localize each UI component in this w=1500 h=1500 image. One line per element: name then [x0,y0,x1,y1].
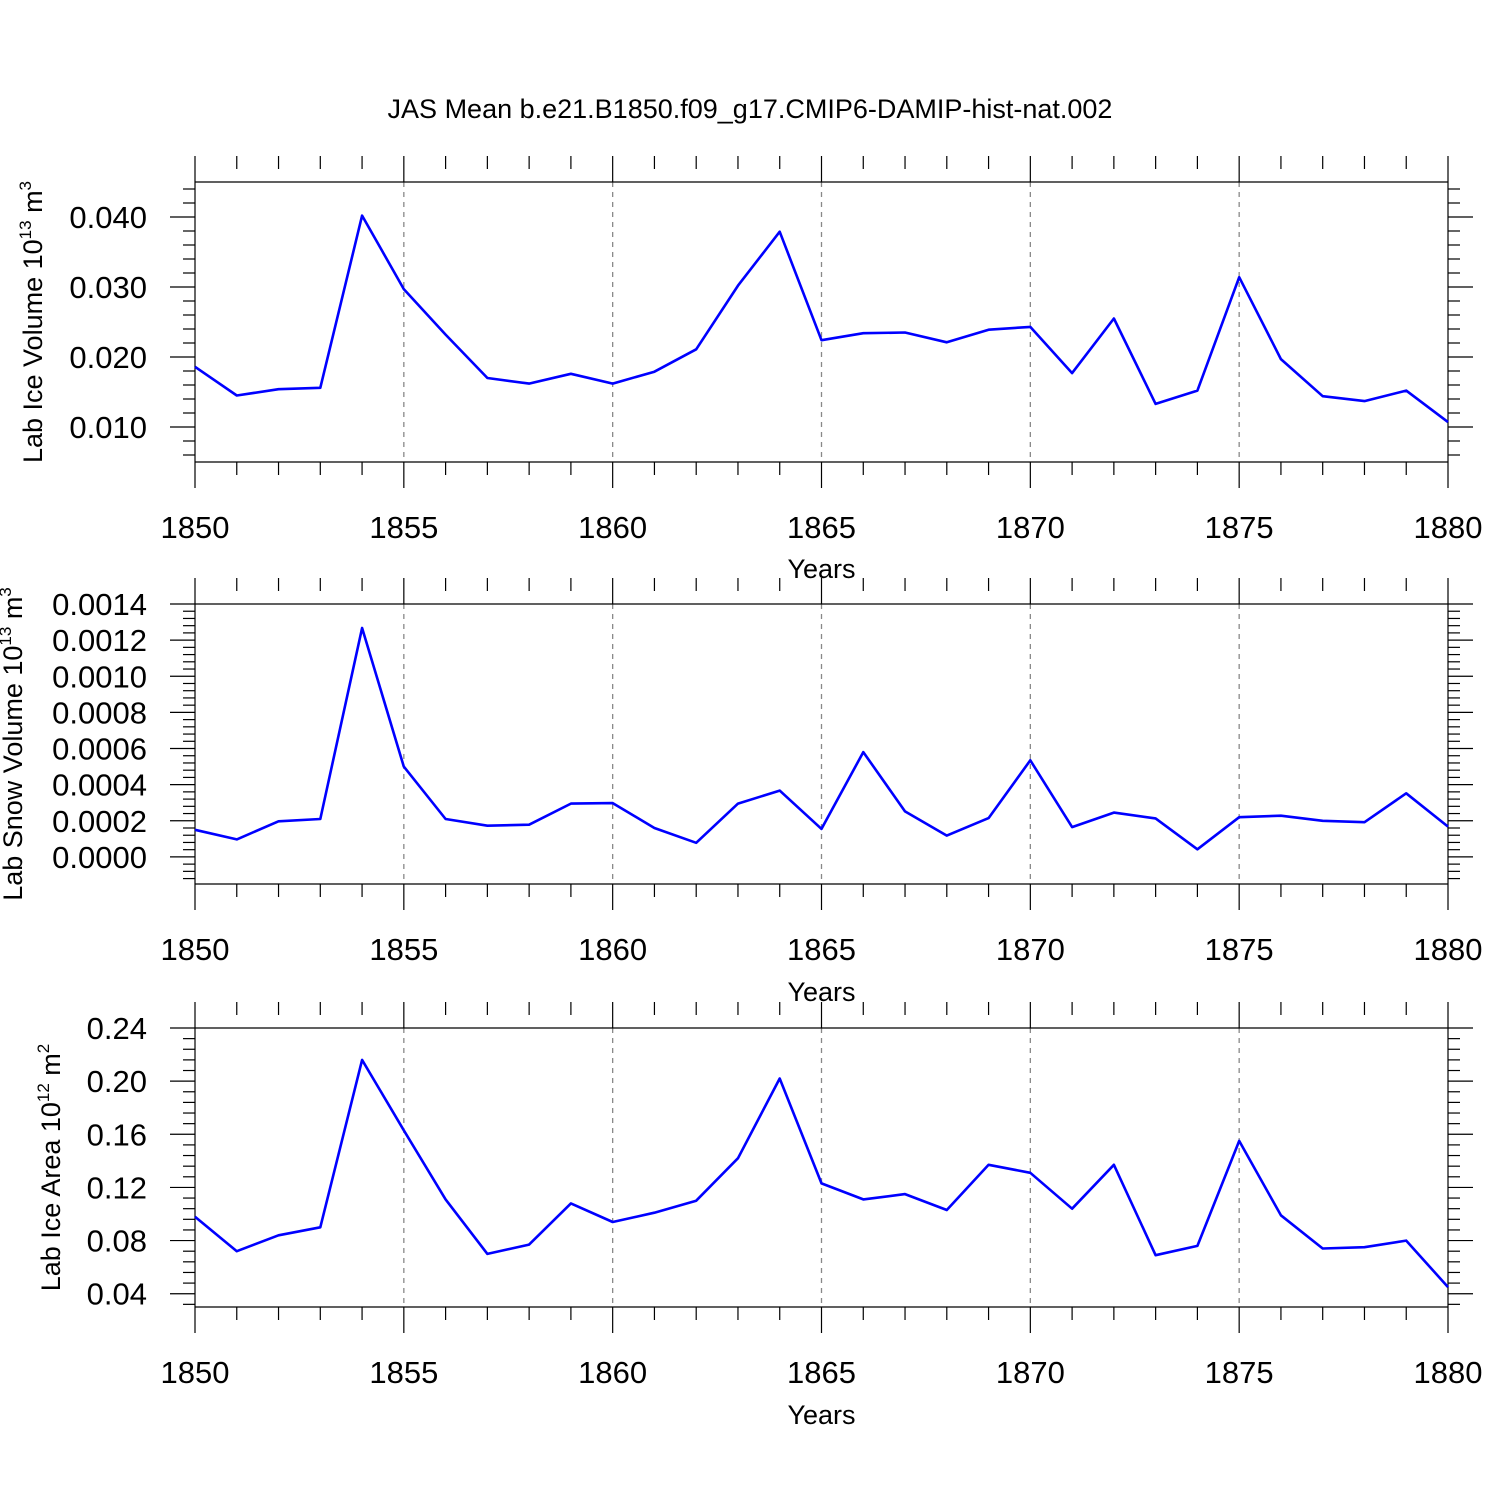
y-axis-title: Lab Snow Volume 1013 m3 [0,587,28,901]
x-tick-label: 1880 [1414,1355,1483,1390]
series-line-3 [194,1058,1449,1288]
y-tick-label: 0.0000 [52,840,147,875]
x-tick-label: 1860 [578,932,647,967]
y-axis-title-text: Lab Ice Volume 10 [18,239,48,463]
y-axis-title-text: Lab Snow Volume 10 [0,646,28,901]
x-tick-label: 1860 [578,510,647,545]
x-tick-label: 1860 [578,1355,647,1390]
y-tick-label: 0.010 [69,410,147,445]
panel-2: 1850 1855 1860 1865 1870 1875 1880Years0.00000… [0,578,1482,1007]
y-axis-title-unit-exponent: 3 [16,181,35,190]
x-tick-label: 1855 [369,932,438,967]
panel-1: 1850 1855 1860 1865 1870 1875 1880Years0.0100.… [16,156,1482,584]
y-tick-label: 0.0008 [52,695,147,730]
y-tick-label: 0.040 [69,200,147,235]
y-tick-label: 0.24 [87,1011,147,1046]
y-tick-label: 0.0010 [52,659,147,694]
x-tick-label: 1880 [1414,510,1483,545]
x-tick-label: 1875 [1205,510,1274,545]
y-tick-label: 0.20 [87,1064,147,1099]
x-tick-label: 1855 [369,1355,438,1390]
series-line-1 [194,214,1449,424]
y-axis-title-unit-exponent: 3 [0,587,15,596]
y-tick-label: 0.030 [69,270,147,305]
x-tick-label: 1865 [787,510,856,545]
x-tick-label: 1870 [996,510,1065,545]
x-tick-label: 1865 [787,1355,856,1390]
y-axis-title-unit: m [18,190,48,220]
y-tick-label: 0.0002 [52,804,147,839]
x-tick-label: 1850 [161,932,230,967]
x-tick-label: 1850 [161,1355,230,1390]
y-axis-title: Lab Ice Area 1012 m2 [34,1044,66,1292]
y-axis-title-exponent: 13 [0,627,15,646]
y-tick-label: 0.0012 [52,623,147,658]
x-tick-label: 1870 [996,1355,1065,1390]
y-axis-title-unit-exponent: 2 [34,1044,53,1053]
x-tick-label: 1865 [787,932,856,967]
x-tick-label: 1850 [161,510,230,545]
y-axis-title-exponent: 13 [16,220,35,239]
x-axis-title: Years [787,1400,855,1430]
y-tick-label: 0.0014 [52,587,147,622]
panels: 1850 1855 1860 1865 1870 1875 1880 Years 0.010 0.… [0,156,1482,1430]
y-axis-title: Lab Ice Volume 1013 m3 [16,181,48,463]
y-tick-label: 0.020 [69,340,147,375]
x-tick-label: 1875 [1205,1355,1274,1390]
y-tick-label: 0.16 [87,1117,147,1152]
y-axis-title-unit: m [36,1053,66,1083]
panel-3: 1850 1855 1860 1865 1870 1875 1880 Years 0.04 0.0… [34,1002,1482,1430]
y-axis-title-unit: m [0,597,28,627]
figure-title: JAS Mean b.e21.B1850.f09_g17.CMIP6-DAMIP… [388,94,1113,124]
y-tick-label: 0.0004 [52,768,147,803]
series-line-2 [194,626,1449,851]
y-tick-label: 0.04 [87,1277,147,1312]
x-tick-label: 1875 [1205,932,1274,967]
y-tick-label: 0.12 [87,1170,147,1205]
y-axis-title-text: Lab Ice Area 10 [36,1102,66,1291]
y-tick-label: 0.08 [87,1224,147,1259]
x-tick-label: 1880 [1414,932,1483,967]
x-tick-label: 1855 [369,510,438,545]
x-tick-label: 1870 [996,932,1065,967]
y-axis-title-exponent: 12 [34,1083,53,1102]
y-tick-label: 0.0006 [52,732,147,767]
